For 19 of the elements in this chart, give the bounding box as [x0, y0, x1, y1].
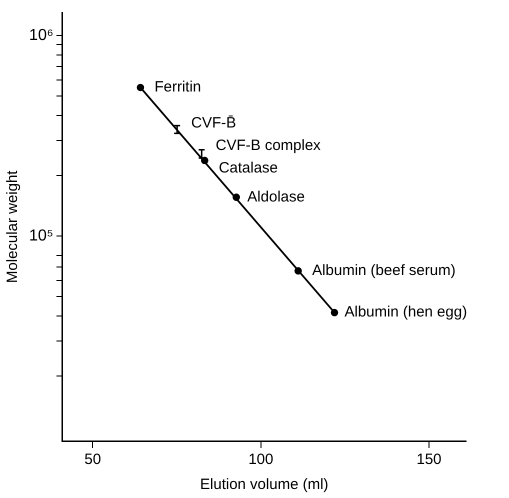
annotation: CVF-B complex [216, 136, 322, 154]
point [136, 84, 144, 92]
annotation: Catalase [218, 160, 278, 177]
x-axis-title: Elution volume (ml) [200, 476, 328, 494]
x-tick-label: 100 [248, 451, 274, 468]
y-tick-label: 10⁶ [29, 26, 54, 44]
point [330, 308, 338, 316]
y-tick-label: 10⁵ [28, 227, 54, 244]
annotation: Aldolase [247, 188, 305, 206]
annotation: Albumin (beef serum) [312, 262, 456, 280]
annotation: Albumin (hen egg) [344, 304, 468, 321]
annotation: Ferritin [154, 78, 202, 96]
point [232, 194, 240, 201]
point [294, 267, 302, 275]
x-tick-label: 50 [84, 451, 102, 468]
annotation: CVF-B̄ [191, 114, 236, 132]
x-tick-label: 150 [416, 451, 442, 468]
point [200, 156, 208, 164]
y-axis-title: Molecular weight [4, 170, 22, 284]
